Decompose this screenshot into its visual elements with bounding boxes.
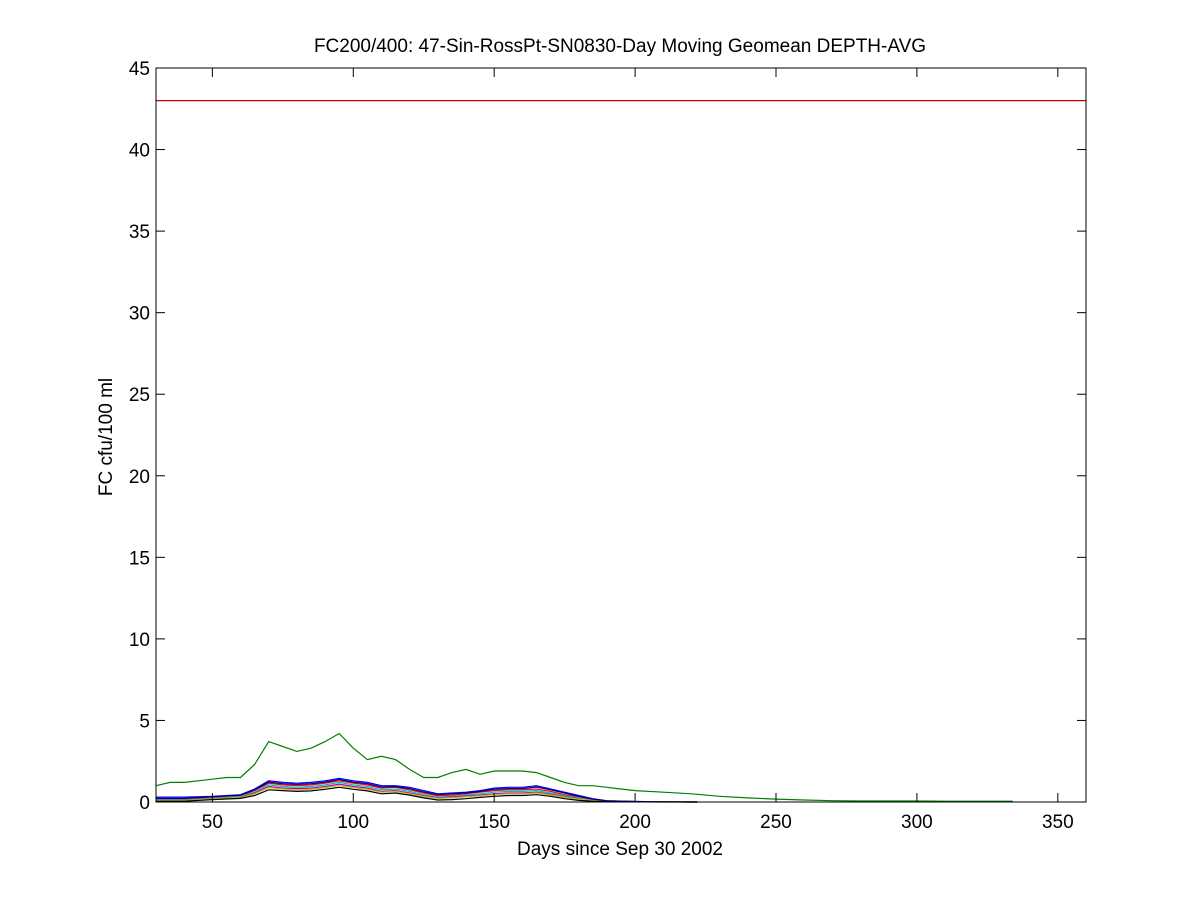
x-tick-label: 200 <box>619 812 651 833</box>
series-line-2 <box>156 777 698 803</box>
y-tick-label: 0 <box>139 793 150 814</box>
x-tick-label: 350 <box>1042 812 1074 833</box>
y-tick-label: 30 <box>129 304 150 325</box>
y-tick-label: 15 <box>129 548 150 569</box>
y-tick-label: 25 <box>129 385 150 406</box>
x-axis: 50 100 150 200 250 300 350 <box>202 68 1074 833</box>
y-tick-label: 20 <box>129 467 150 488</box>
x-axis-label: Days since Sep 30 2002 <box>517 839 723 860</box>
y-axis-label: FC cfu/100 ml <box>96 378 117 496</box>
y-tick-label: 45 <box>129 59 150 80</box>
series-line-7 <box>156 786 698 803</box>
series-line-3 <box>156 780 698 803</box>
plot-area <box>156 68 1086 802</box>
y-tick-label: 35 <box>129 222 150 243</box>
y-axis: 0 5 10 15 20 25 30 35 40 45 <box>129 59 1086 814</box>
x-tick-label: 100 <box>337 812 369 833</box>
plot-frame <box>155 67 1087 803</box>
series-line-4 <box>156 781 698 803</box>
x-tick-label: 50 <box>202 812 223 833</box>
x-tick-label: 250 <box>760 812 792 833</box>
y-tick-label: 5 <box>139 711 150 732</box>
series-line-1 <box>155 732 1013 802</box>
chart-title: FC200/400: 47-Sin-RossPt-SN0830-Day Movi… <box>314 36 926 57</box>
series-line-8 <box>156 778 698 803</box>
y-tick-label: 40 <box>129 141 150 162</box>
series-layer <box>155 732 1013 803</box>
y-tick-label: 10 <box>129 630 150 651</box>
series-line-6 <box>156 785 698 803</box>
x-tick-label: 150 <box>478 812 510 833</box>
x-tick-label: 300 <box>901 812 933 833</box>
